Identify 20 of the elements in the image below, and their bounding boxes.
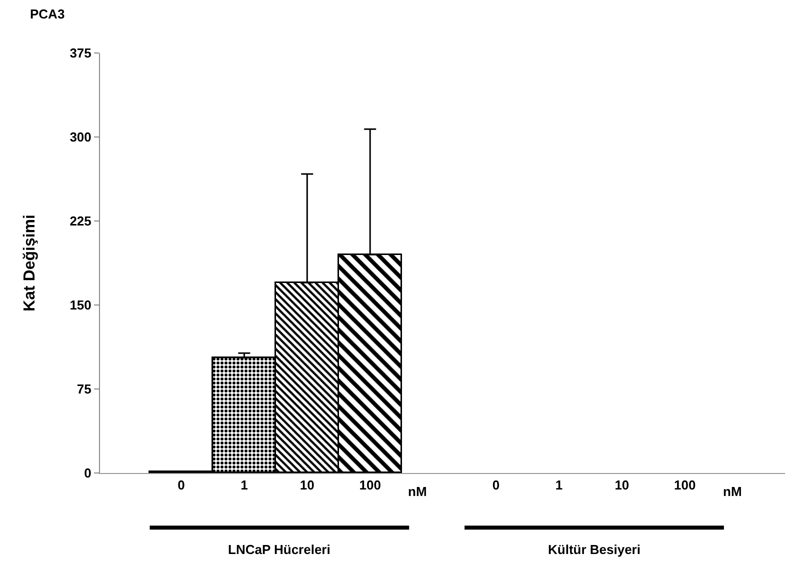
y-axis-title: Kat Değişimi [22,214,39,312]
x-tick-label: 10 [614,478,630,493]
y-tick-label: 150 [70,298,92,313]
text: Kültür Besiyeri [548,542,640,557]
y-tick-label: 75 [76,382,92,397]
x-tick-label: 0 [492,478,500,493]
text: nM [723,484,742,499]
x-tick-label: 100 [359,478,381,493]
text: nM [408,484,427,499]
y-tick-label: 225 [70,214,92,229]
chart-title: PCA3 [30,6,65,22]
y-tick-label: 375 [70,46,92,61]
x-tick-label: 1 [240,478,248,493]
text: LNCaP Hücreleri [228,542,330,557]
x-tick-label: 0 [178,478,185,493]
x-tick-label: 1 [555,478,563,493]
y-tick-label: 0 [84,466,92,481]
y-tick-label: 300 [70,130,92,145]
x-tick-label: 100 [674,478,696,493]
x-tick-label: 10 [300,478,314,493]
